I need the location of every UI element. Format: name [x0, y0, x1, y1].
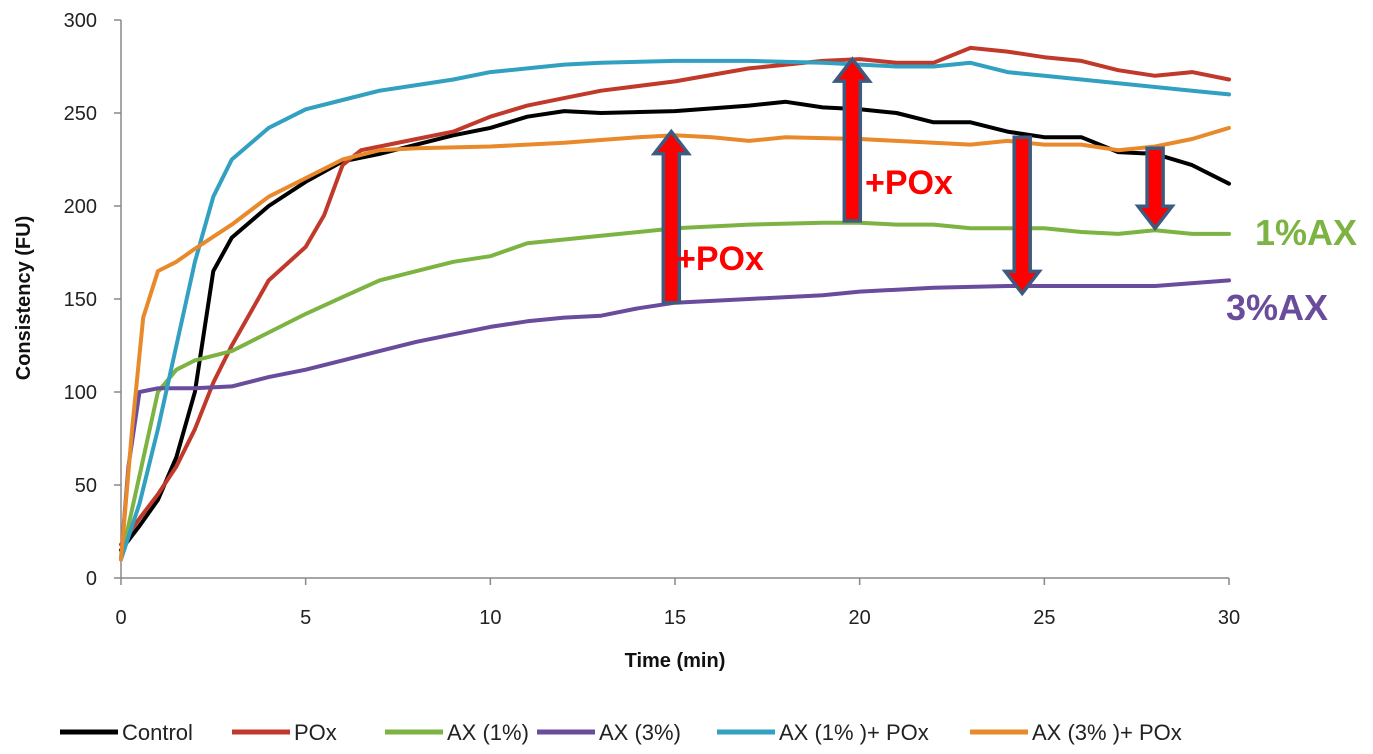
- y-tick-label: 150: [64, 289, 97, 311]
- arrow-up-0: [650, 128, 692, 305]
- arrow-layer: [650, 56, 1176, 305]
- legend-label-5: AX (3% )+ POx: [1032, 720, 1182, 745]
- x-tick-label: 0: [115, 607, 126, 629]
- annotation-1pct-ax: 1%AX: [1255, 212, 1357, 253]
- x-tick-label: 10: [479, 607, 501, 629]
- y-tick-label: 0: [86, 568, 97, 590]
- series-line-2: [119, 220, 1231, 562]
- annotation-3pct-ax: 3%AX: [1226, 287, 1328, 328]
- legend-label-0: Control: [122, 720, 193, 745]
- x-ticks: 0 5 10 15 20 25 30: [115, 578, 1240, 629]
- y-tick-label: 100: [64, 382, 97, 404]
- x-tick-label: 20: [849, 607, 871, 629]
- arrow-down-2: [1001, 135, 1043, 297]
- x-tick-label: 30: [1218, 607, 1240, 629]
- series-line-3: [119, 278, 1231, 562]
- annotation-pox-1: +POx: [676, 240, 764, 278]
- series-layer: [119, 45, 1231, 562]
- y-ticks: 0 50 100 150 200 250 300: [64, 10, 121, 590]
- y-tick-label: 200: [64, 196, 97, 218]
- series-line-5: [119, 125, 1231, 562]
- y-tick-label: 300: [64, 10, 97, 32]
- annotation-pox-2: +POx: [865, 164, 953, 202]
- annotation-layer: +POx +POx 1%AX 3%AX: [676, 164, 1357, 328]
- x-tick-label: 25: [1033, 607, 1055, 629]
- legend-label-4: AX (1% )+ POx: [779, 720, 929, 745]
- legend-label-3: AX (3%): [599, 720, 681, 745]
- x-axis-title: Time (min): [625, 650, 726, 672]
- legend-label-2: AX (1%): [447, 720, 529, 745]
- series-line-1: [119, 45, 1231, 547]
- legend: Control POx AX (1%) AX (3%) AX (1% )+ POx AX …: [60, 720, 1182, 745]
- arrow-up-1: [831, 56, 873, 223]
- x-tick-label: 15: [664, 607, 686, 629]
- x-tick-label: 5: [300, 607, 311, 629]
- y-axis-title: Consistency (FU): [13, 216, 35, 380]
- series-line-0: [119, 99, 1231, 553]
- series-line-4: [119, 58, 1231, 562]
- y-tick-label: 50: [75, 475, 97, 497]
- arrow-down-3: [1134, 146, 1176, 232]
- y-tick-label: 250: [64, 103, 97, 125]
- legend-label-1: POx: [294, 720, 337, 745]
